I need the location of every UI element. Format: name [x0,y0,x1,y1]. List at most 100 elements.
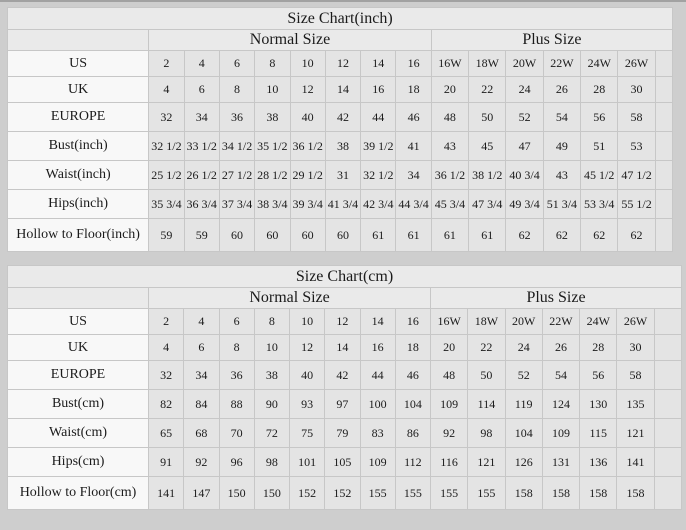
row-label: US [6,50,150,77]
size-value-cell: 12 [324,308,361,335]
size-value-cell: 2 [148,308,185,335]
group-header-normal: Normal Size [148,287,432,309]
size-value-cell: 136 [579,447,618,477]
row-label: Waist(inch) [6,160,150,190]
size-value-cell: 109 [430,389,469,419]
size-value-cell: 26 1/2 [183,160,220,190]
size-value-cell: 28 1/2 [254,160,291,190]
size-value-cell: 93 [289,389,326,419]
group-header-plus: Plus Size [430,287,682,309]
window-top-edge [0,0,686,2]
size-value-cell: 98 [253,447,291,477]
size-value-cell: 61 [395,218,432,252]
size-value-cell: 101 [289,447,326,477]
size-value-cell: 26W [616,308,655,335]
table-row: Bust(inch) 32 1/2 33 1/2 34 1/2 35 1/2 36 1/2… [6,131,674,161]
size-value-cell: 54 [542,102,582,132]
size-value-cell: 48 [430,360,469,390]
size-value-cell: 39 3/4 [289,189,326,219]
size-value-cell: 24 [505,76,544,103]
size-value-cell: 126 [504,447,543,477]
size-value-cell: 10 [254,76,291,103]
size-value-cell: 121 [467,447,506,477]
size-value-cell: 28 [579,334,618,361]
size-value-cell: 29 1/2 [289,160,326,190]
size-value-cell: 135 [616,389,655,419]
size-value-cell: 14 [324,334,361,361]
size-chart-inch-table: Size Chart(inch) Normal Size Plus Size US 2 4… [6,7,674,252]
size-value-cell: 60 [289,218,326,252]
size-value-cell: 62 [542,218,582,252]
table-row: Hips(inch) 35 3/4 36 3/4 37 3/4 38 3/4 39 3/4… [6,189,674,219]
size-value-cell: 158 [616,476,655,510]
size-value-cell: 68 [183,418,220,448]
empty-trailing-cell [654,102,674,132]
size-value-cell: 36 1/2 [430,160,470,190]
size-value-cell: 52 [504,360,543,390]
row-label: Waist(cm) [6,418,150,448]
table-row: Waist(inch) 25 1/2 26 1/2 27 1/2 28 1/2 29 1/… [6,160,674,190]
size-value-cell: 72 [253,418,291,448]
size-value-cell: 60 [218,218,256,252]
size-value-cell: 150 [218,476,255,510]
size-value-cell: 141 [148,476,185,510]
size-value-cell: 16 [394,308,432,335]
size-value-cell: 38 [253,360,291,390]
size-value-cell: 115 [579,418,618,448]
size-value-cell: 150 [253,476,291,510]
size-value-cell: 109 [359,447,396,477]
size-value-cell: 124 [541,389,581,419]
size-value-cell: 14 [360,50,397,77]
size-chart-cm-table: Size Chart(cm) Normal Size Plus Size US 2 4 6 8… [6,265,683,510]
row-label: UK [6,334,150,361]
size-value-cell: 22W [541,308,581,335]
size-value-cell: 61 [360,218,397,252]
empty-trailing-cell [654,334,683,361]
size-value-cell: 34 [395,160,432,190]
size-value-cell: 34 [183,102,220,132]
row-label: Hollow to Floor(inch) [6,218,150,252]
size-value-cell: 53 [617,131,656,161]
size-value-cell: 121 [616,418,655,448]
size-value-cell: 90 [253,389,291,419]
size-value-cell: 44 [360,102,397,132]
size-value-cell: 119 [504,389,543,419]
size-value-cell: 158 [504,476,543,510]
size-value-cell: 24 [504,334,543,361]
size-value-cell: 109 [541,418,581,448]
row-label: EUROPE [6,102,150,132]
size-value-cell: 51 [580,131,619,161]
size-value-cell: 39 1/2 [360,131,397,161]
table-row: UK 4 6 8 10 12 14 16 18 20 22 24 26 28 30 [6,76,674,103]
size-value-cell: 22 [467,334,506,361]
size-value-cell: 16 [395,50,432,77]
empty-trailing-cell [654,160,674,190]
empty-trailing-cell [654,447,683,477]
size-value-cell: 155 [359,476,396,510]
size-value-cell: 46 [394,360,432,390]
size-value-cell: 38 [254,102,291,132]
size-value-cell: 36 [218,360,255,390]
size-value-cell: 26W [617,50,656,77]
size-value-cell: 43 [542,160,582,190]
size-value-cell: 130 [579,389,618,419]
size-value-cell: 41 3/4 [324,189,362,219]
group-header-plus: Plus Size [430,29,674,51]
table-row: US 2 4 6 8 10 12 14 16 16W 18W 20W 22W 24W 26W [6,50,674,77]
size-value-cell: 105 [324,447,361,477]
empty-trailing-cell [654,360,683,390]
size-value-cell: 20W [504,308,543,335]
size-value-cell: 22W [542,50,582,77]
group-header-spacer [6,29,150,51]
size-value-cell: 12 [289,76,326,103]
group-header-normal: Normal Size [148,29,432,51]
row-label: UK [6,76,150,103]
table-row: Waist(cm) 65 68 70 72 75 79 83 86 92 98 104 109 115 12… [6,418,683,448]
size-value-cell: 62 [617,218,656,252]
size-value-cell: 104 [394,389,432,419]
size-value-cell: 79 [324,418,361,448]
size-value-cell: 22 [468,76,507,103]
size-value-cell: 147 [183,476,220,510]
size-value-cell: 40 [289,102,326,132]
size-value-cell: 4 [183,308,220,335]
